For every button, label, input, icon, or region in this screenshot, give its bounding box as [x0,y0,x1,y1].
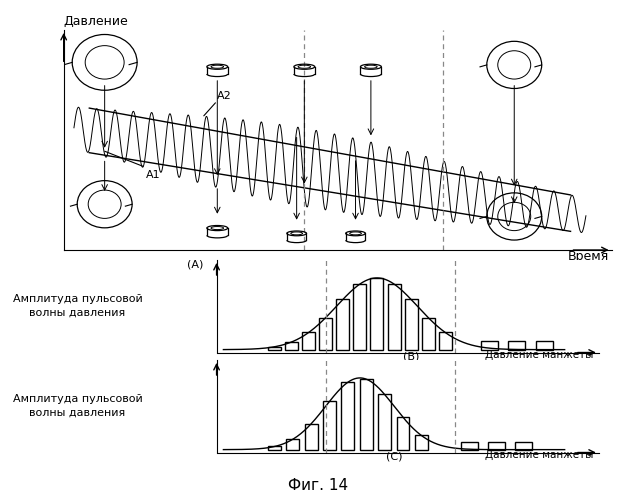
Bar [461,442,478,450]
Bar [304,424,318,450]
Bar [268,347,281,350]
Bar [285,342,298,349]
Bar [360,379,373,450]
Text: Амплитуда пульсовой
волны давления: Амплитуда пульсовой волны давления [13,394,143,417]
Text: Давление манжеты: Давление манжеты [485,350,594,360]
Bar [415,436,428,450]
Text: Фиг. 14: Фиг. 14 [289,478,348,492]
Bar [323,402,336,450]
Bar [268,446,281,450]
Bar [396,418,410,450]
Text: (C): (C) [386,452,403,462]
Text: Время: Время [568,250,609,263]
Bar [371,278,383,349]
Text: A2: A2 [217,91,232,101]
Bar [488,442,505,450]
Text: Амплитуда пульсовой
волны давления: Амплитуда пульсовой волны давления [13,294,143,318]
Bar [422,318,434,350]
Text: (A): (A) [187,259,203,269]
Bar [404,300,418,350]
Bar [508,341,526,349]
Bar [302,332,315,349]
Bar [439,332,452,349]
Bar [378,394,391,450]
Text: (B): (B) [403,352,419,362]
Bar [481,341,498,349]
Text: A1: A1 [146,170,161,180]
Text: Давление: Давление [64,14,129,28]
Bar [336,300,349,350]
Bar [287,439,299,450]
Bar [341,382,354,450]
Bar [536,341,553,349]
Bar [319,318,333,350]
Bar [387,284,401,350]
Bar [515,442,533,450]
Bar [354,284,366,350]
Text: Давление манжеты: Давление манжеты [485,450,594,460]
